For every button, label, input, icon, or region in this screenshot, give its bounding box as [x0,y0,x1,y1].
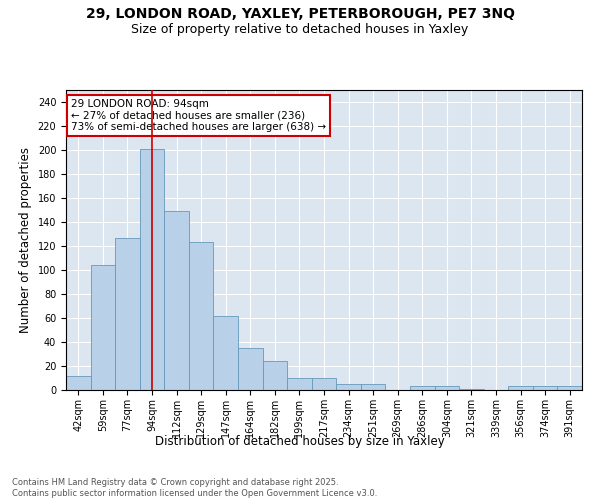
Y-axis label: Number of detached properties: Number of detached properties [19,147,32,333]
Bar [410,386,434,390]
Bar [434,386,459,390]
Text: 29, LONDON ROAD, YAXLEY, PETERBOROUGH, PE7 3NQ: 29, LONDON ROAD, YAXLEY, PETERBOROUGH, P… [86,8,515,22]
Bar [214,316,238,390]
Bar [115,238,140,390]
Bar [459,389,484,390]
Bar [361,384,385,390]
Bar [91,265,115,390]
Bar [263,361,287,390]
Bar [164,211,189,390]
Bar [287,378,312,390]
Text: 29 LONDON ROAD: 94sqm
← 27% of detached houses are smaller (236)
73% of semi-det: 29 LONDON ROAD: 94sqm ← 27% of detached … [71,99,326,132]
Bar [189,242,214,390]
Text: Contains HM Land Registry data © Crown copyright and database right 2025.
Contai: Contains HM Land Registry data © Crown c… [12,478,377,498]
Text: Distribution of detached houses by size in Yaxley: Distribution of detached houses by size … [155,435,445,448]
Bar [238,348,263,390]
Bar [557,386,582,390]
Bar [140,149,164,390]
Bar [533,386,557,390]
Bar [336,384,361,390]
Bar [508,386,533,390]
Bar [66,376,91,390]
Text: Size of property relative to detached houses in Yaxley: Size of property relative to detached ho… [131,22,469,36]
Bar [312,378,336,390]
